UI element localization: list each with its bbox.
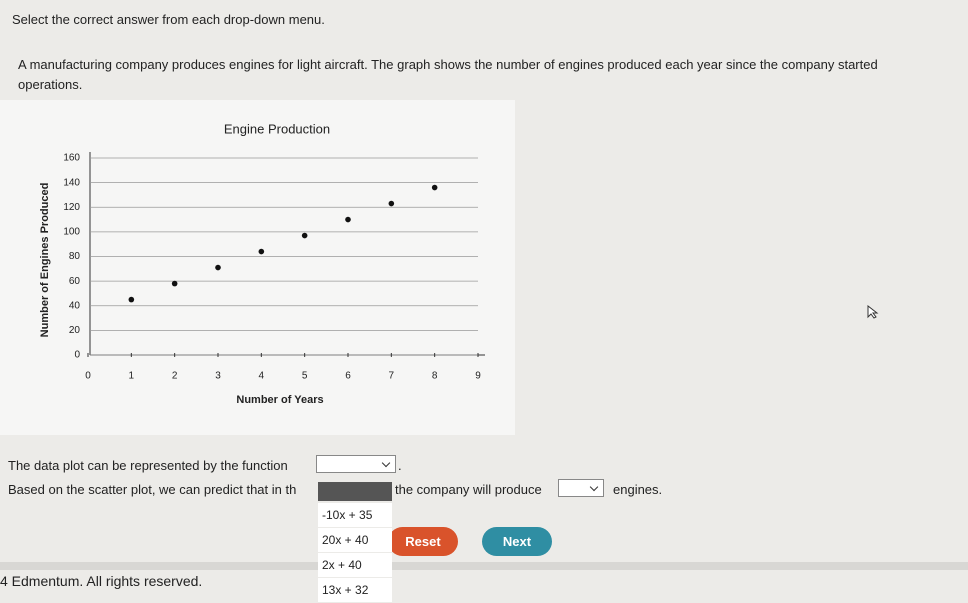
x-tick-label: 8 <box>432 371 438 382</box>
x-tick-label: 2 <box>172 371 178 382</box>
x-axis-label: Number of Years <box>236 394 323 406</box>
y-tick-label: 120 <box>63 202 80 213</box>
sentence-1: The data plot can be represented by the … <box>8 458 288 473</box>
footer-bar <box>0 562 968 570</box>
data-point <box>431 184 438 191</box>
y-tick-label: 100 <box>63 227 80 238</box>
sentence-1-end: . <box>398 458 402 473</box>
reset-button[interactable]: Reset <box>388 527 458 556</box>
problem: A manufacturing company produces engines… <box>18 57 878 92</box>
chart: Engine Production Number of Years Number… <box>0 100 515 435</box>
dropdown-option[interactable]: 20x + 40 <box>318 528 392 552</box>
dropdown-option[interactable]: -10x + 35 <box>318 503 392 527</box>
engines-dropdown[interactable] <box>558 479 604 497</box>
y-tick-label: 140 <box>63 177 80 188</box>
sentence-2-middle: the company will produce <box>395 482 542 497</box>
x-tick-label: 1 <box>129 371 135 382</box>
x-tick-label: 4 <box>259 371 265 382</box>
data-point <box>345 216 351 223</box>
data-point <box>215 264 221 271</box>
x-tick-label: 5 <box>302 371 308 382</box>
data-point <box>301 232 308 239</box>
y-tick-label: 60 <box>69 276 81 287</box>
y-tick-label: 80 <box>69 251 81 262</box>
data-point <box>128 296 135 303</box>
data-point <box>388 200 395 207</box>
y-tick-label: 20 <box>69 325 81 336</box>
y-tick-label: 40 <box>69 300 81 311</box>
cursor <box>867 305 879 319</box>
chart-title: Engine Production <box>224 121 330 136</box>
data-point <box>171 280 178 287</box>
dropdown-option[interactable]: 13x + 32 <box>318 578 392 602</box>
dropdown-option[interactable]: 2x + 40 <box>318 553 392 577</box>
sentence-2-end: engines. <box>613 482 663 497</box>
next-button[interactable]: Next <box>482 527 552 556</box>
instructions: Select the correct answer from each drop… <box>12 12 325 27</box>
data-point <box>258 248 265 255</box>
y-tick-label: 0 <box>74 350 80 361</box>
y-axis-label: Number of Engines Produced <box>39 183 51 338</box>
x-tick-label: 9 <box>475 371 481 382</box>
x-tick-label: 3 <box>215 371 221 382</box>
function-dropdown[interactable] <box>316 455 396 473</box>
x-tick-label: 0 <box>85 371 91 382</box>
sentence-2: Based on the scatter plot, we can predic… <box>8 482 297 497</box>
y-tick-label: 160 <box>63 153 80 164</box>
year-dropdown-open[interactable] <box>318 482 392 501</box>
x-tick-label: 7 <box>389 371 395 382</box>
x-tick-label: 6 <box>345 371 351 382</box>
footer: 4 Edmentum. All rights reserved. <box>0 573 203 589</box>
